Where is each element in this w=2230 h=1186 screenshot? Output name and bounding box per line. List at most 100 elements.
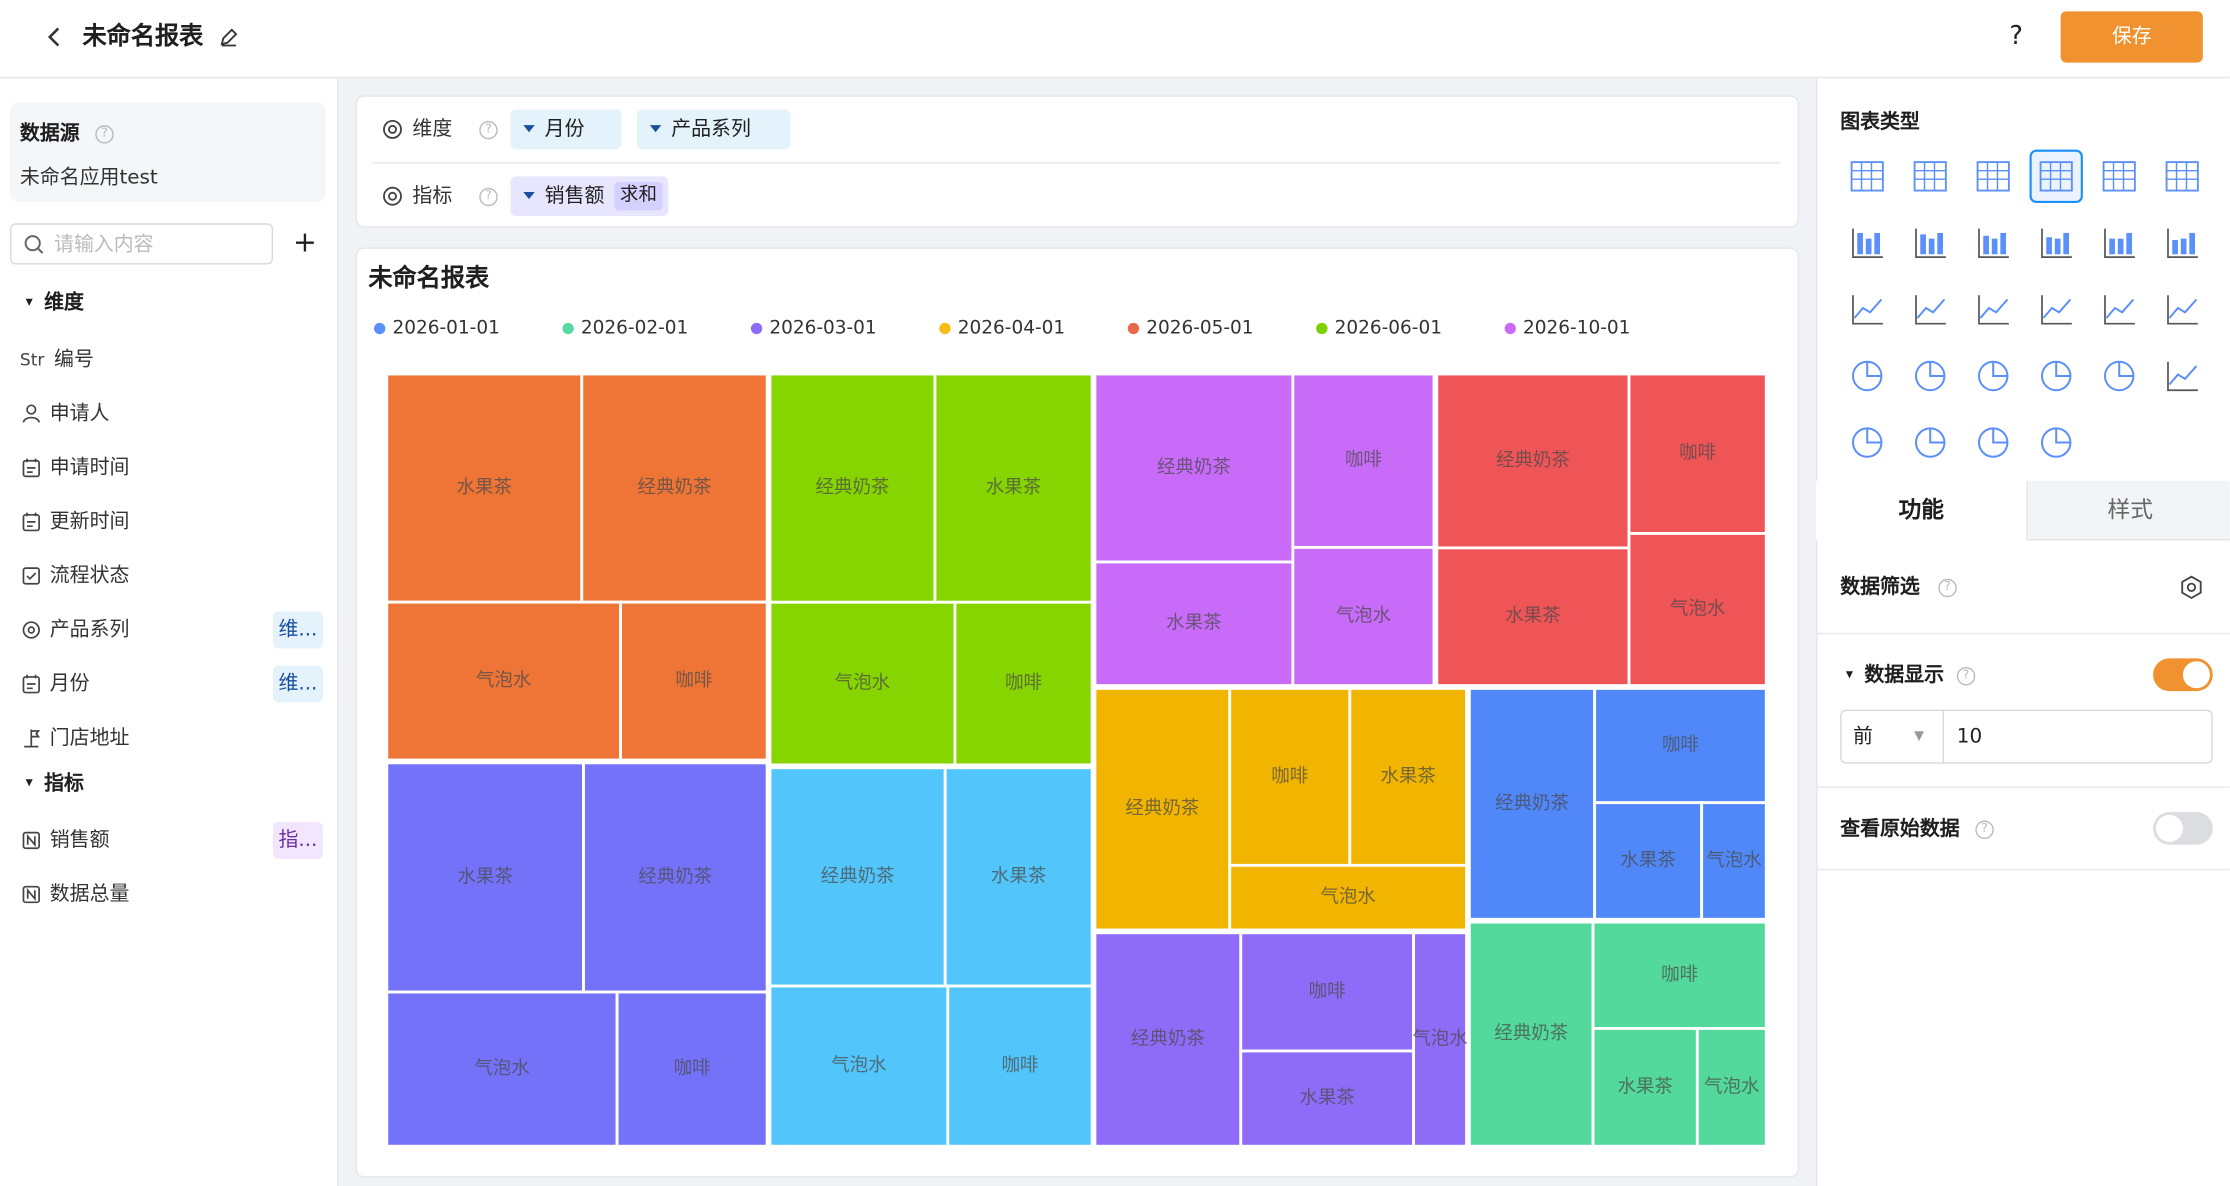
chart-type-icon[interactable]: [1852, 427, 1883, 458]
dimension-icon: [383, 119, 402, 139]
raw-data-toggle[interactable]: [2153, 812, 2213, 845]
help-icon: ?: [1938, 578, 1957, 598]
chart-type-icon[interactable]: [2039, 161, 2073, 192]
treemap-cell: [1700, 801, 1768, 921]
chart-type-icon[interactable]: [1914, 427, 1946, 458]
chart-type-icon[interactable]: [1978, 228, 2009, 258]
cell-label: 经典奶茶: [1157, 457, 1231, 478]
legend-marker: [1316, 322, 1328, 335]
chart-type-icon[interactable]: [2104, 228, 2135, 258]
chart-type-icon[interactable]: [1977, 427, 2009, 458]
chart-type-icon[interactable]: [1976, 161, 2010, 192]
cell-label: 经典奶茶: [1131, 1029, 1205, 1050]
add-button[interactable]: +: [292, 224, 317, 259]
chart-type-icon[interactable]: [2103, 360, 2135, 392]
measure-icon: [383, 186, 402, 206]
cell-label: 咖啡: [675, 670, 712, 691]
chart-type-icon[interactable]: [2104, 295, 2135, 325]
display-count[interactable]: 10: [1956, 725, 1983, 749]
cell-label: 经典奶茶: [638, 866, 712, 887]
collapse-arrow[interactable]: ▾: [1845, 666, 1854, 683]
back-button[interactable]: [43, 26, 66, 49]
cell-label: 水果茶: [986, 477, 1041, 498]
help-icon: ?: [95, 125, 114, 144]
chart-type-icon[interactable]: [1852, 228, 1883, 258]
chart-type-icon[interactable]: [1850, 161, 1884, 192]
collapse-arrow[interactable]: ▾: [25, 294, 33, 311]
treemap-cell: [943, 766, 1094, 988]
chart-type-icon[interactable]: [1914, 360, 1946, 392]
cell-label: 气泡水: [474, 1058, 529, 1079]
legend-marker: [562, 322, 574, 335]
legend-label: 2026-03-01: [769, 318, 876, 339]
save-button[interactable]: 保存: [2060, 11, 2203, 63]
treemap-cell: [619, 600, 769, 762]
legend-marker: [1504, 322, 1516, 335]
cell-label: 经典奶茶: [821, 866, 895, 887]
field-icon: [22, 567, 40, 585]
field-name: 月份: [49, 672, 90, 696]
legend-label: 2026-01-01: [392, 318, 499, 339]
chart-type-icon[interactable]: [2167, 228, 2198, 258]
cell-label: 气泡水: [831, 1055, 886, 1076]
field-name: 门店地址: [49, 726, 130, 750]
field-icon: [24, 729, 41, 748]
chart-type-icon[interactable]: [1852, 295, 1883, 325]
display-toggle[interactable]: [2153, 658, 2213, 692]
chart-type-icon[interactable]: [2167, 295, 2198, 325]
chart-type-icon[interactable]: [1978, 295, 2009, 325]
tab-label: 功能: [1898, 496, 1945, 524]
cell-label: 气泡水: [1670, 598, 1725, 619]
chart-type-icon[interactable]: [1852, 360, 1883, 392]
legend-label: 2026-05-01: [1146, 318, 1253, 339]
tab-active[interactable]: [1816, 480, 2027, 541]
treemap-cell: [385, 761, 585, 994]
chart-type-icon[interactable]: [2167, 361, 2198, 392]
cell-label: 水果茶: [991, 866, 1046, 887]
measure-label: 指标: [412, 184, 453, 208]
chart-type-icon[interactable]: [2102, 161, 2136, 192]
treemap-cell: [1591, 920, 1768, 1030]
dimension-label: 维度: [412, 118, 453, 141]
treemap-cell: [1412, 931, 1468, 1148]
chart-type-icon[interactable]: [1915, 228, 1946, 258]
edit-icon[interactable]: [219, 27, 239, 47]
help-button[interactable]: ?: [2009, 21, 2024, 52]
cell-label: 气泡水: [1704, 1076, 1759, 1097]
field-icon: [22, 621, 40, 639]
field-icon: [22, 458, 40, 478]
chart-type-icon[interactable]: [2041, 295, 2072, 325]
display-mode[interactable]: 前: [1852, 725, 1873, 749]
dimension-chip[interactable]: 月份: [510, 109, 622, 150]
field-type: Str: [19, 349, 45, 370]
field-icon: [22, 831, 40, 850]
filter-label: 数据筛选: [1840, 575, 1920, 599]
dimension-chip[interactable]: 产品系列: [637, 109, 791, 150]
treemap-cell: [768, 766, 947, 988]
search-input[interactable]: [9, 223, 274, 265]
treemap-cell: [580, 372, 769, 604]
treemap-cell: [1467, 920, 1595, 1148]
chart-type-icon[interactable]: [2165, 161, 2199, 192]
tab[interactable]: [2026, 480, 2230, 541]
dimension-heading: 维度: [44, 291, 84, 315]
field-icon: [22, 512, 40, 532]
chart-type-icon[interactable]: [2040, 360, 2072, 392]
field-name: 更新时间: [49, 510, 130, 534]
chart-type-icon[interactable]: [1977, 360, 2009, 392]
divider: [1817, 868, 2230, 871]
chart-type-icon[interactable]: [1913, 161, 1947, 192]
settings-icon[interactable]: [2179, 575, 2205, 601]
chart-type-icon[interactable]: [1915, 295, 1946, 325]
datasource-name: 未命名应用test: [19, 166, 158, 190]
cell-label: 经典奶茶: [1494, 1023, 1568, 1044]
chart-type-icon[interactable]: [2041, 228, 2072, 258]
cell-label: 咖啡: [1309, 981, 1346, 1002]
legend-label: 2026-06-01: [1335, 318, 1442, 339]
chart-type-icon[interactable]: [2040, 427, 2072, 458]
treemap-cell: [1239, 1049, 1415, 1148]
collapse-arrow[interactable]: ▾: [25, 775, 33, 791]
aggregation-tag[interactable]: 求和: [614, 182, 663, 211]
